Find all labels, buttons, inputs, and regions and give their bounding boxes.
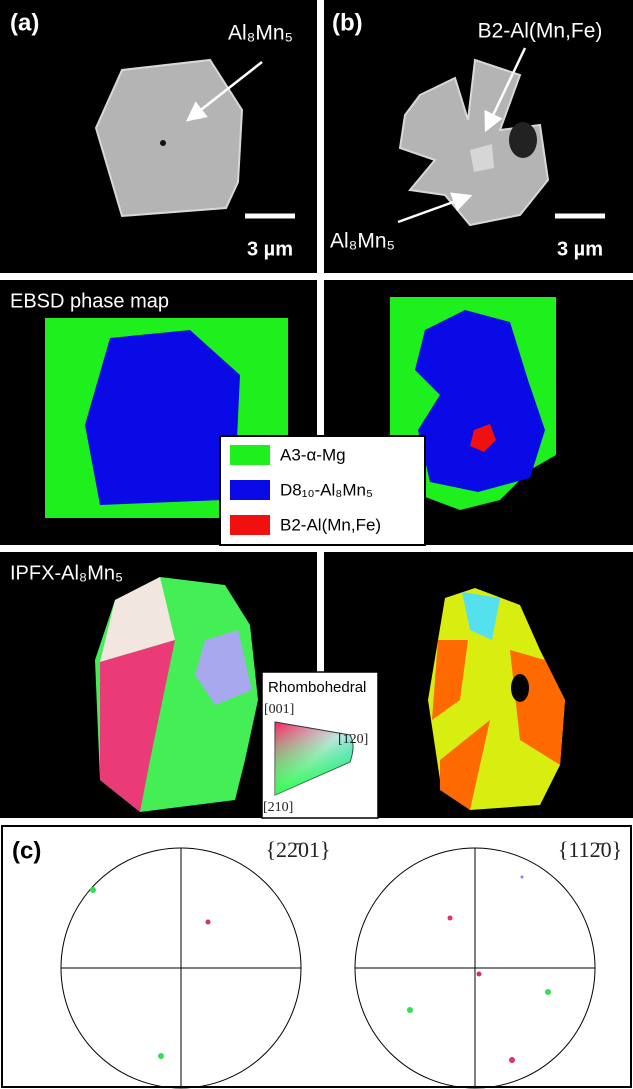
scale-label: 3 µm bbox=[557, 238, 603, 260]
panel-a: (a) Al₈Mn₅ 3 µm bbox=[0, 0, 317, 273]
pore bbox=[160, 140, 166, 146]
pore bbox=[509, 122, 537, 158]
pole bbox=[545, 989, 551, 995]
annotation: B2-Al(Mn,Fe) bbox=[478, 20, 603, 43]
pole bbox=[158, 1053, 164, 1059]
legend-label: B2-Al(Mn,Fe) bbox=[280, 515, 381, 534]
pole-label: {112̄0} bbox=[558, 837, 622, 862]
pole bbox=[521, 876, 524, 879]
key-corner: [001] bbox=[264, 702, 294, 717]
panel-c: (c) {22̄01} {112̄0} bbox=[2, 826, 631, 1088]
phase-map: EBSD phase map A3-α-Mg D8₁₀-Al₈Mn₅ B2-Al… bbox=[0, 280, 633, 545]
al8mn5-grain bbox=[85, 330, 240, 505]
pore bbox=[511, 674, 529, 702]
legend-swatch bbox=[230, 515, 270, 535]
annotation: Al₈Mn₅ bbox=[228, 22, 293, 45]
panel-label: (a) bbox=[10, 9, 39, 36]
pole bbox=[448, 916, 453, 921]
pole-label: {22̄01} bbox=[265, 837, 330, 862]
pole bbox=[477, 972, 482, 977]
key-corner: [120] bbox=[338, 732, 368, 747]
map-title: IPFX-Al₈Mn₅ bbox=[10, 562, 123, 584]
legend-label: A3-α-Mg bbox=[280, 445, 346, 464]
annotation: Al₈Mn₅ bbox=[330, 230, 395, 253]
legend-label: D8₁₀-Al₈Mn₅ bbox=[280, 480, 373, 499]
key-corner: [210] bbox=[263, 800, 293, 815]
legend-swatch bbox=[230, 480, 270, 500]
pole bbox=[509, 1057, 515, 1063]
map-title: EBSD phase map bbox=[10, 290, 169, 312]
panel-label: (b) bbox=[332, 9, 363, 36]
ipf-map: IPFX-Al₈Mn₅ Rhombohedral [001] [120] [21… bbox=[0, 552, 633, 818]
color-key-title: Rhombohedral bbox=[268, 679, 366, 696]
panel-label: (c) bbox=[12, 837, 41, 864]
panel-b: (b) B2-Al(Mn,Fe) Al₈Mn₅ 3 µm bbox=[324, 0, 633, 273]
pole bbox=[90, 887, 96, 893]
crystal bbox=[96, 60, 242, 216]
figure: (a) Al₈Mn₅ 3 µm (b) B2-Al(Mn,Fe) Al₈Mn₅ … bbox=[0, 0, 633, 1089]
pole bbox=[206, 920, 211, 925]
pole bbox=[407, 1007, 413, 1013]
legend-swatch bbox=[230, 445, 270, 465]
scale-label: 3 µm bbox=[247, 238, 293, 260]
